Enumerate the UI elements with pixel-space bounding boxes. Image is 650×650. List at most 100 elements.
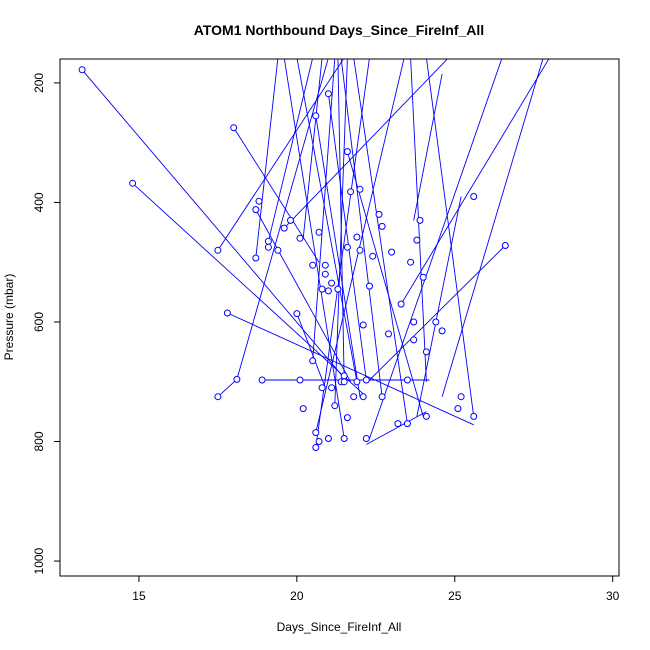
data-point	[258, 376, 266, 384]
series-line-5	[227, 312, 474, 426]
x-axis: 15 20 25 30	[132, 576, 620, 603]
series-lines	[81, 59, 550, 448]
data-point	[407, 258, 415, 266]
data-point	[356, 246, 364, 254]
data-point	[359, 321, 367, 329]
data-point	[287, 216, 294, 224]
y-tick-label: 200	[32, 73, 46, 93]
series-line-35	[312, 59, 336, 361]
data-point	[356, 185, 364, 193]
data-point	[318, 384, 326, 392]
data-point	[214, 393, 222, 401]
data-point	[312, 429, 320, 437]
data-point	[410, 336, 418, 344]
data-point	[438, 327, 446, 335]
data-point	[129, 179, 137, 187]
y-tick-label: 600	[32, 312, 46, 332]
y-tick-label: 1000	[32, 547, 46, 574]
data-point	[315, 438, 323, 445]
series-line-22	[346, 151, 424, 417]
data-point	[315, 228, 323, 236]
data-point	[416, 216, 424, 224]
data-point	[264, 243, 272, 251]
data-point	[331, 402, 339, 410]
data-point	[410, 318, 418, 326]
data-point	[362, 376, 370, 384]
data-point	[296, 376, 304, 384]
series-line-23	[366, 411, 427, 445]
data-point	[312, 444, 320, 451]
data-point	[334, 285, 342, 293]
data-point	[328, 384, 336, 392]
data-point	[214, 246, 222, 254]
data-point	[454, 405, 462, 413]
data-point	[470, 412, 478, 420]
data-point	[422, 348, 430, 356]
data-point	[353, 233, 361, 241]
data-point	[394, 420, 402, 428]
data-point	[299, 405, 307, 413]
data-point	[252, 254, 260, 262]
data-point	[324, 90, 332, 98]
y-axis: 200 400 600 800 1000	[32, 73, 60, 574]
data-point	[369, 252, 377, 260]
series-line-18	[327, 93, 367, 381]
data-point	[233, 375, 241, 383]
data-point	[403, 420, 411, 428]
series-line-10	[267, 59, 313, 242]
data-point	[296, 234, 304, 242]
y-tick-label: 400	[32, 192, 46, 212]
data-point	[388, 248, 396, 256]
data-point	[378, 222, 386, 230]
series-line-32	[400, 59, 550, 305]
y-tick-label: 800	[32, 431, 46, 451]
data-point	[312, 112, 320, 120]
data-point	[280, 224, 288, 232]
series-line-8	[255, 59, 279, 259]
data-point	[78, 66, 86, 74]
data-point	[422, 412, 430, 420]
data-point	[347, 188, 355, 196]
data-point	[321, 270, 329, 278]
data-point	[413, 236, 421, 244]
data-point	[340, 372, 348, 380]
data-point	[397, 300, 405, 308]
x-tick-label: 15	[132, 589, 146, 603]
series-line-15	[315, 59, 405, 433]
x-tick-label: 20	[290, 589, 304, 603]
data-point	[293, 310, 301, 318]
series-line-4	[217, 59, 329, 398]
x-axis-label: Days_Since_FireInf_All	[277, 620, 402, 634]
plot-frame	[59, 58, 620, 577]
chart-title: ATOM1 Northbound Days_Since_FireInf_All	[194, 22, 484, 38]
data-point	[403, 376, 411, 384]
data-point	[378, 393, 386, 401]
series-line-26	[413, 73, 443, 221]
data-point	[366, 282, 373, 290]
data-point	[318, 285, 326, 293]
data-point	[328, 279, 336, 287]
data-point	[274, 246, 282, 254]
series-line-33	[369, 59, 503, 439]
data-points	[78, 66, 509, 451]
series-line-16	[315, 59, 370, 448]
series-line-21	[296, 59, 358, 382]
series-line-24	[340, 59, 383, 397]
data-point	[343, 148, 351, 156]
series-line-3	[217, 59, 344, 251]
data-point	[230, 124, 238, 132]
data-point	[321, 261, 329, 269]
data-point	[343, 243, 351, 251]
series-line-14	[302, 59, 323, 239]
data-point	[385, 330, 392, 338]
data-point	[340, 378, 348, 386]
data-point	[432, 318, 440, 326]
data-point	[343, 414, 351, 422]
data-point	[419, 273, 427, 281]
data-point	[362, 435, 370, 442]
data-point	[324, 287, 332, 295]
data-point	[353, 378, 361, 386]
data-point	[501, 242, 509, 249]
data-point	[359, 393, 367, 401]
